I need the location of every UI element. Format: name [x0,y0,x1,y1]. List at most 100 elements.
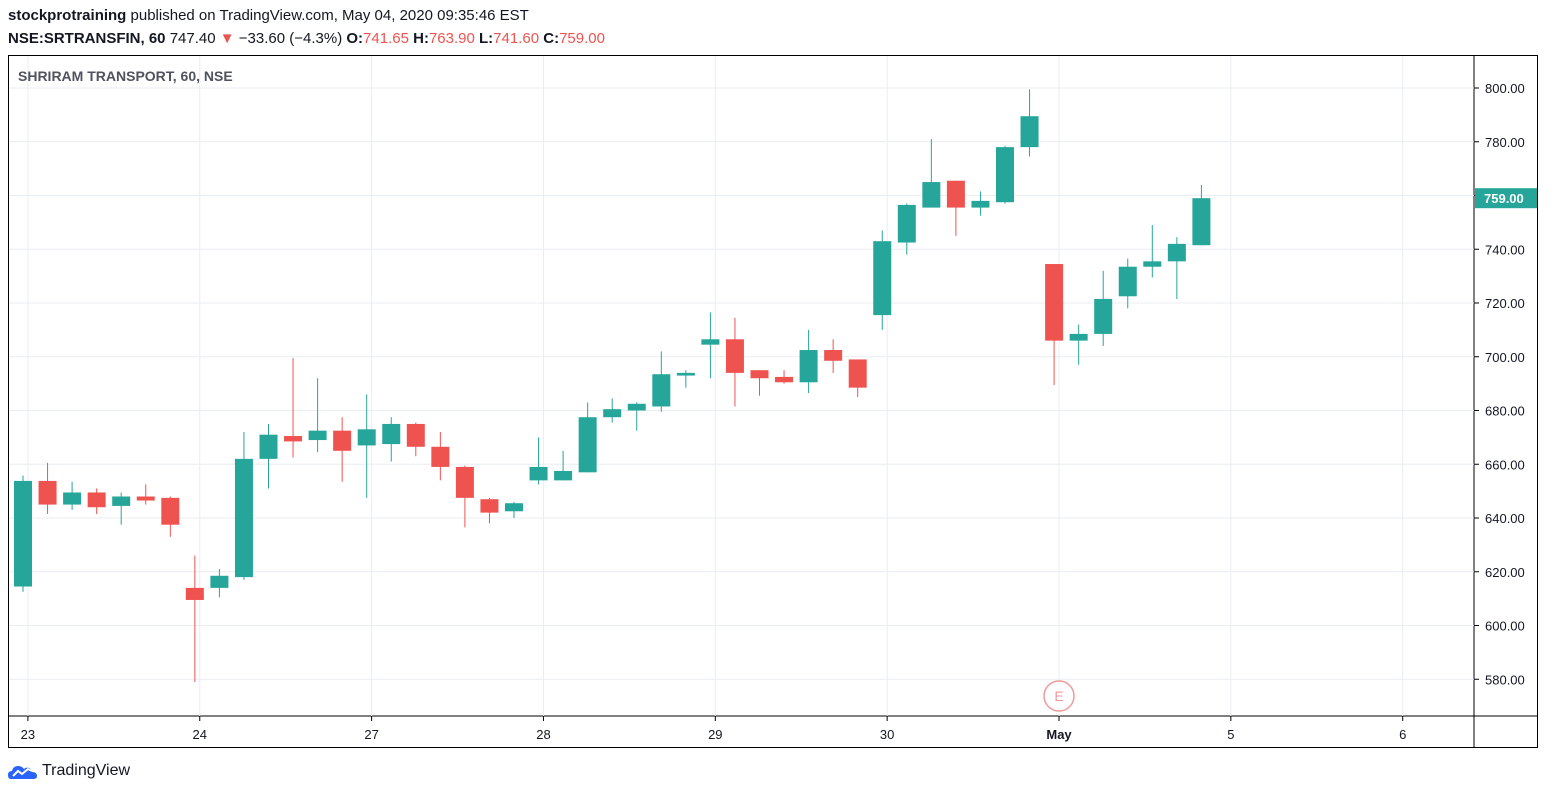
time-tick-label: May [1046,727,1072,742]
price-tick-label: 780.00 [1485,135,1525,150]
grid-lines [9,56,1537,747]
candle-body-up [1143,261,1162,267]
price-tick-label: 700.00 [1485,350,1525,365]
price-tick-label: 620.00 [1485,565,1525,580]
chart-title: SHRIRAM TRANSPORT, 60, NSE [18,68,233,84]
candle-body-up [382,423,401,445]
candle-body-up [971,200,990,208]
candle-body-up [357,429,376,446]
time-axis: 23 24 27 28 29 30 May 5 6 [21,716,1406,742]
candle-body-up [1167,243,1186,262]
candle-body-down [1045,264,1064,341]
candle-body-up [578,417,597,473]
price-tick-label: 580.00 [1485,672,1525,687]
price-tick-label: 660.00 [1485,457,1525,472]
candle-body-down [775,376,794,383]
price-tick-label: 720.00 [1485,296,1525,311]
candle-body-down [284,436,303,442]
time-tick-label: 5 [1227,727,1234,742]
candle-body-up [676,372,695,376]
symbol-label: NSE:SRTRANSFIN, 60 [8,30,166,47]
candle-body-up [1094,298,1113,334]
candle-body-up [922,182,941,208]
candle-body-down [333,430,352,451]
candle-body-up [210,575,229,588]
tradingview-logo[interactable]: TradingView [8,761,130,781]
open-value: 741.65 [363,30,409,47]
close-value: 759.00 [559,30,605,47]
last-price-badge [1475,188,1537,209]
published-text: published on TradingView.com, May 04, 20… [130,7,529,24]
candle-body-up [234,458,253,578]
candle-body-up [701,339,720,345]
candle-body-up [505,503,523,512]
candle-body-up [996,147,1014,203]
time-tick-label: 30 [880,727,894,742]
publish-line: stockprotraining published on TradingVie… [8,7,529,24]
candle-body-up [14,480,32,587]
time-tick-label: 27 [364,727,378,742]
candle-body-up [63,492,82,505]
high-value: 763.90 [428,30,475,47]
last-price: 747.40 [169,30,216,47]
price-tick-label: 680.00 [1485,404,1525,419]
earnings-icon [1043,680,1075,712]
candle-body-down [38,480,57,505]
tradingview-cloud-icon [8,766,37,779]
candle-body-up [1192,198,1211,246]
candle-body-up [603,409,622,418]
low-value: 741.60 [493,30,540,47]
down-arrow-icon: ▼ [219,30,235,47]
candle-body-up [873,241,892,316]
price-tick-label: 800.00 [1485,81,1525,96]
price-tick-label: 640.00 [1485,511,1525,526]
time-tick-label: 24 [193,727,207,742]
candle-body-up [897,204,916,243]
candle-body-down [455,466,474,498]
candle-body-up [259,434,278,459]
high-label: H: [413,30,429,47]
candle-body-down [480,499,499,513]
price-tick-label: 740.00 [1485,242,1525,257]
close-label: C: [543,30,560,47]
candle-body-up [308,430,327,441]
candle-body-down [725,339,744,373]
time-tick-label: 23 [21,727,35,742]
author-name[interactable]: stockprotraining [8,7,127,24]
candle-body-up [529,466,548,481]
candle-body-up [1020,116,1039,148]
time-tick-label: 29 [708,727,722,742]
chart-frame[interactable] [8,55,1538,748]
candle-body-up [112,496,131,506]
candle-body-down [431,446,450,467]
open-label: O: [346,30,364,47]
candle-body-down [946,180,965,208]
last-price-label: 759.00 [1484,191,1524,206]
low-label: L: [479,30,494,47]
candle-body-up [554,470,573,481]
candles [14,89,1211,682]
candle-body-down [87,492,106,508]
price-axis: 580.00 600.00 620.00 640.00 660.00 680.00 700.… [1474,81,1537,687]
price-tick-label: 600.00 [1485,619,1525,634]
candle-body-down [136,496,155,501]
ohlc-line: NSE:SRTRANSFIN, 60 747.40 ▼ −33.60 (−4.3… [8,30,605,47]
candle-body-down [848,359,867,388]
candle-body-down [406,423,425,447]
candle-body-down [824,350,843,361]
earnings-marker: E [1043,680,1075,712]
candle-body-down [185,587,204,600]
candle-body-down [750,370,769,379]
time-tick-label: 28 [536,727,550,742]
time-tick-label: 6 [1399,727,1406,742]
candle-body-up [1069,333,1088,341]
brand-name: TradingView [42,762,131,779]
candle-body-up [1118,266,1137,297]
price-change: −33.60 (−4.3%) [238,30,343,47]
candle-body-up [652,374,671,407]
candle-body-up [627,403,646,411]
earnings-label: E [1054,688,1063,704]
candle-body-up [799,350,818,383]
candle-body-down [161,497,180,525]
